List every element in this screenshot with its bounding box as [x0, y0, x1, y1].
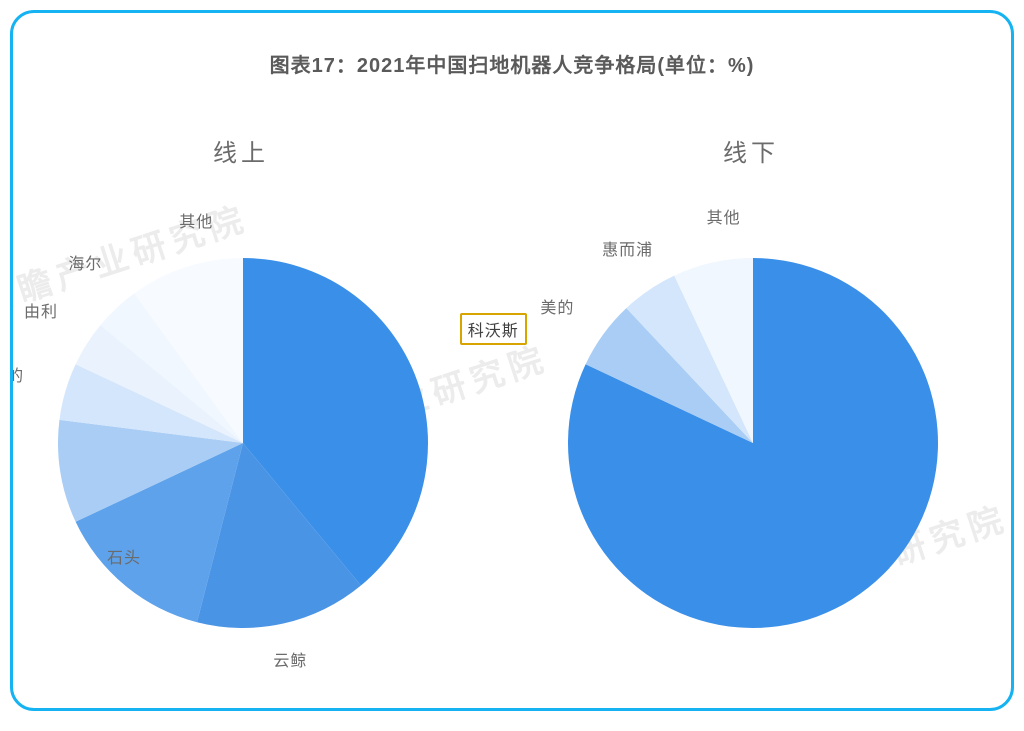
pie-slice-label: 惠而浦	[602, 236, 653, 260]
pie-slice-label: 石头	[107, 544, 141, 568]
pie-slice-label: 由利	[24, 298, 58, 322]
chart-title: 图表17：2021年中国扫地机器人竞争格局(单位：%)	[13, 49, 1011, 78]
left-pie-subtitle: 线上	[213, 133, 269, 168]
pie-slice-label: 云鲸	[273, 647, 307, 671]
pie-slice-label: 美的	[540, 294, 574, 318]
chart-frame: 前瞻产业研究院 前瞻产业研究院 前瞻产业研究院 前瞻产业研究院 图表17：202…	[10, 10, 1014, 711]
right-pie-subtitle: 线下	[723, 133, 779, 168]
left-pie-chart: 科沃斯云鲸石头小米美的由利海尔其他	[58, 258, 428, 628]
right-pie-chart: 科沃斯美的惠而浦其他	[568, 258, 938, 628]
pie-slice-label: 科沃斯	[460, 313, 527, 345]
pie-slice-label: 美的	[10, 362, 24, 386]
pie-slice-label: 海尔	[68, 250, 102, 274]
pie-slice-label: 其他	[179, 208, 213, 232]
pie-slice-label: 其他	[707, 204, 741, 228]
